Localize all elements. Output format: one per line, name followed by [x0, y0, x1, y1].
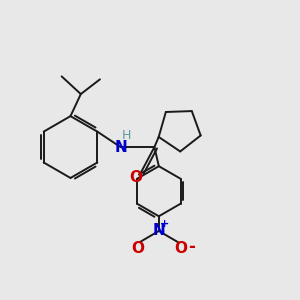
Text: O: O — [131, 241, 144, 256]
Text: H: H — [122, 129, 131, 142]
Text: O: O — [174, 241, 187, 256]
Text: N: N — [114, 140, 127, 154]
Text: -: - — [188, 238, 195, 256]
Text: +: + — [160, 219, 169, 229]
Text: N: N — [152, 224, 165, 238]
Text: O: O — [129, 170, 142, 185]
